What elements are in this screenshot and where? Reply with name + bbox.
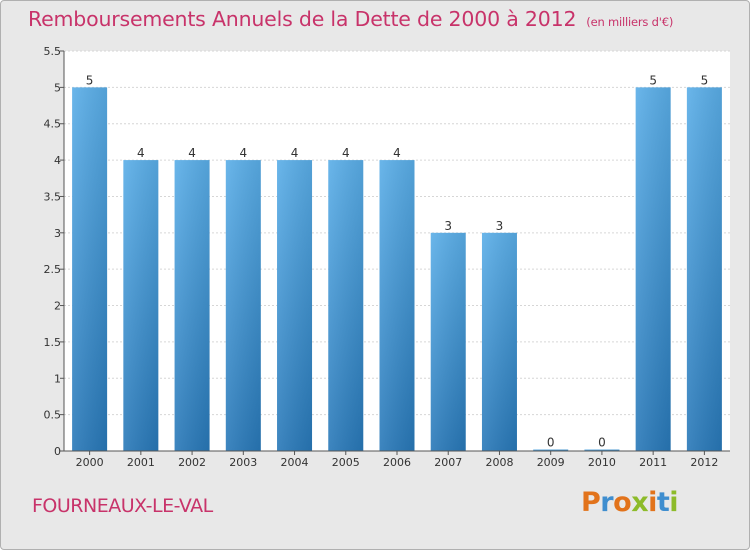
value-label: 4 xyxy=(291,146,299,160)
bar-shade-2010 xyxy=(584,449,620,451)
value-label: 4 xyxy=(137,146,145,160)
value-label: 5 xyxy=(701,73,709,87)
value-label: 4 xyxy=(393,146,401,160)
bar-shade-2005 xyxy=(328,160,364,451)
bar-shade-2006 xyxy=(379,160,415,451)
value-label: 5 xyxy=(649,73,657,87)
x-tick-label: 2001 xyxy=(127,456,155,469)
bar-shade-2007 xyxy=(430,232,466,451)
x-tick-label: 2012 xyxy=(690,456,718,469)
bar-shade-2001 xyxy=(123,160,159,451)
x-tick-label: 2002 xyxy=(178,456,206,469)
value-label: 4 xyxy=(342,146,350,160)
commune-name: FOURNEAUX-LE-VAL xyxy=(32,495,213,517)
value-label: 5 xyxy=(86,73,94,87)
x-tick-label: 2010 xyxy=(588,456,616,469)
y-tick-label: 0 xyxy=(54,445,61,458)
chart-title: Remboursements Annuels de la Dette de 20… xyxy=(28,7,673,31)
proxiti-logo[interactable]: Proxiti xyxy=(581,487,679,518)
x-tick-label: 2004 xyxy=(281,456,309,469)
y-tick-label: 4 xyxy=(54,154,61,167)
x-tick-label: 2008 xyxy=(485,456,513,469)
x-tick-label: 2003 xyxy=(229,456,257,469)
value-label: 3 xyxy=(444,219,452,233)
chart-title-text: Remboursements Annuels de la Dette de 20… xyxy=(28,7,577,31)
bar-shade-2011 xyxy=(635,87,671,451)
y-tick-label: 5.5 xyxy=(44,45,62,58)
x-tick-label: 2005 xyxy=(332,456,360,469)
bar-shade-2002 xyxy=(174,160,210,451)
logo-letter: o xyxy=(613,487,632,518)
value-label: 4 xyxy=(188,146,196,160)
x-tick-label: 2009 xyxy=(537,456,565,469)
y-tick-label: 5 xyxy=(54,81,61,94)
axes: 0 0.5 1 1.5 2 2.5 3 3.5 4 4.5 5 5.5 2000 2001 2002 2003… xyxy=(44,45,730,469)
x-tick-label: 2007 xyxy=(434,456,462,469)
logo-letter: t xyxy=(656,487,670,518)
logo-letter: i xyxy=(669,487,679,518)
y-tick-label: 0.5 xyxy=(44,409,62,422)
bar-shade-2009 xyxy=(533,449,569,451)
bars: 5 4 4 4 4 4 4 3 3 0 0 5 5 xyxy=(72,73,722,451)
logo-letter: P xyxy=(581,487,601,518)
y-tick-label: 3.5 xyxy=(44,190,62,203)
logo-letter: r xyxy=(600,487,614,518)
x-tick-label: 2006 xyxy=(383,456,411,469)
logo-letter: x xyxy=(631,487,649,518)
x-tick-label: 2011 xyxy=(639,456,667,469)
value-label: 0 xyxy=(547,436,555,450)
bar-shade-2012 xyxy=(686,87,722,451)
y-tick-label: 1.5 xyxy=(44,336,62,349)
x-tick-label: 2000 xyxy=(76,456,104,469)
bar-shade-2008 xyxy=(481,232,517,451)
chart-subtitle: (en milliers d'€) xyxy=(586,15,674,29)
y-tick-label: 2.5 xyxy=(44,263,62,276)
value-label: 3 xyxy=(496,219,504,233)
bar-shade-2000 xyxy=(72,87,108,451)
y-tick-label: 1 xyxy=(54,372,61,385)
logo-letter: i xyxy=(648,487,657,518)
value-label: 0 xyxy=(598,436,606,450)
y-tick-label: 4.5 xyxy=(44,118,62,131)
y-tick-label: 2 xyxy=(54,300,61,313)
bar-shade-2003 xyxy=(225,160,261,451)
value-label: 4 xyxy=(239,146,247,160)
bar-shade-2004 xyxy=(277,160,313,451)
y-tick-label: 3 xyxy=(54,227,61,240)
